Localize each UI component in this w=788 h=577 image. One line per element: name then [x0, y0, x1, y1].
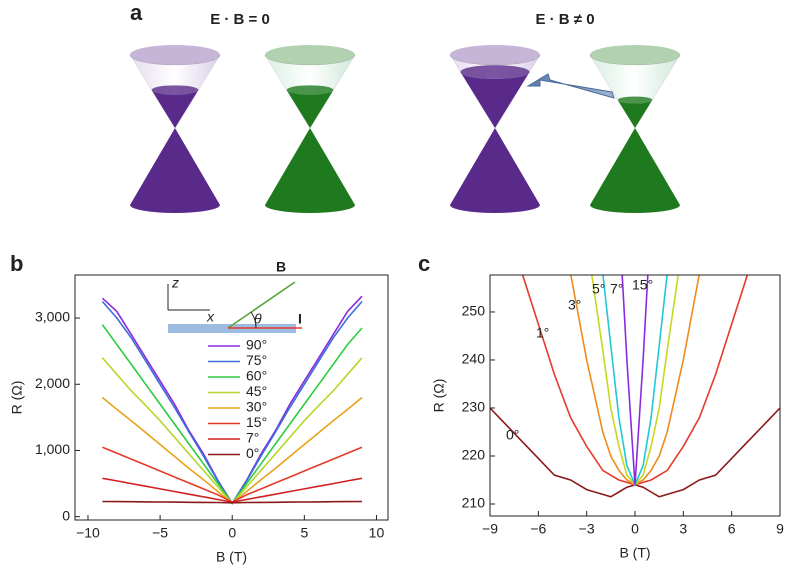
x-tick-label: −3 — [579, 521, 595, 537]
legend-label: 60° — [246, 368, 267, 384]
y-tick-label: 3,000 — [35, 309, 70, 325]
panel-label: c — [418, 251, 430, 276]
y-tick-label: 2,000 — [35, 375, 70, 391]
filled-states — [617, 100, 653, 128]
series-label: 15° — [632, 277, 653, 293]
inset-label: θ — [254, 311, 262, 327]
inset-label: x — [206, 309, 215, 325]
legend-label: 7° — [246, 430, 259, 446]
lower-cone — [265, 128, 355, 213]
legend-label: 90° — [246, 337, 267, 353]
legend-label: 45° — [246, 383, 267, 399]
series-label: 5° — [592, 281, 605, 297]
lower-cone — [130, 128, 220, 213]
lower-cone — [450, 128, 540, 213]
panel-label: b — [10, 251, 23, 276]
cone-rim — [265, 45, 355, 65]
cone-rim — [590, 45, 680, 65]
y-axis-label: R (Ω) — [9, 381, 25, 415]
legend-label: 30° — [246, 399, 267, 415]
series-line — [101, 396, 363, 505]
series-line — [570, 275, 700, 486]
field-arrow — [227, 281, 296, 329]
series-line — [102, 446, 363, 503]
x-tick-label: −9 — [482, 521, 498, 537]
series-label: 7° — [610, 281, 623, 297]
x-tick-label: 0 — [228, 525, 236, 541]
panel-label: a — [130, 0, 143, 25]
x-tick-label: −6 — [530, 521, 546, 537]
x-tick-label: 3 — [679, 521, 687, 537]
panel-title: E · B = 0 — [210, 11, 270, 28]
fermi-surface — [617, 96, 653, 104]
y-tick-label: 230 — [462, 399, 486, 415]
fermi-surface — [151, 85, 199, 95]
x-tick-label: −5 — [152, 525, 168, 541]
x-axis-label: B (T) — [216, 549, 247, 565]
arrow — [526, 73, 615, 99]
legend-label: 0° — [246, 445, 259, 461]
series-line — [102, 477, 363, 503]
inset-label: B — [276, 259, 286, 275]
y-tick-label: 0 — [62, 507, 70, 523]
y-tick-label: 210 — [462, 495, 486, 511]
fermi-surface — [460, 65, 530, 79]
y-axis-label: R (Ω) — [431, 379, 447, 413]
cone-rim — [130, 45, 220, 65]
x-tick-label: 10 — [369, 525, 385, 541]
x-tick-label: 9 — [776, 521, 784, 537]
legend-label: 15° — [246, 414, 267, 430]
inset-label: z — [171, 275, 179, 291]
series-label: 0° — [506, 427, 519, 443]
plot-frame — [489, 274, 781, 517]
inset-label: I — [298, 311, 302, 327]
y-tick-label: 1,000 — [35, 441, 70, 457]
series-label: 1° — [536, 325, 549, 341]
y-tick-label: 250 — [462, 303, 486, 319]
y-tick-label: 240 — [462, 351, 486, 367]
plot-frame — [74, 274, 389, 521]
x-tick-label: −10 — [76, 525, 100, 541]
fermi-surface — [286, 85, 334, 95]
x-tick-label: 6 — [728, 521, 736, 537]
y-tick-label: 220 — [462, 447, 486, 463]
series-line — [102, 500, 363, 504]
series-line — [602, 275, 668, 487]
angle-arc — [250, 311, 257, 329]
upper-cone — [589, 54, 681, 129]
x-tick-label: 0 — [631, 521, 639, 537]
panel-title: E · B ≠ 0 — [535, 11, 594, 28]
cone-rim — [450, 45, 540, 65]
filled-states — [151, 90, 199, 128]
cone-diagram — [129, 45, 681, 213]
series-line — [521, 275, 749, 486]
lower-cone — [590, 128, 680, 213]
filled-states — [460, 72, 530, 128]
series-line — [621, 275, 649, 485]
legend-label: 75° — [246, 352, 267, 368]
filled-states — [286, 90, 334, 128]
series-label: 3° — [568, 297, 581, 313]
x-tick-label: 5 — [300, 525, 308, 541]
x-axis-label: B (T) — [619, 545, 650, 561]
